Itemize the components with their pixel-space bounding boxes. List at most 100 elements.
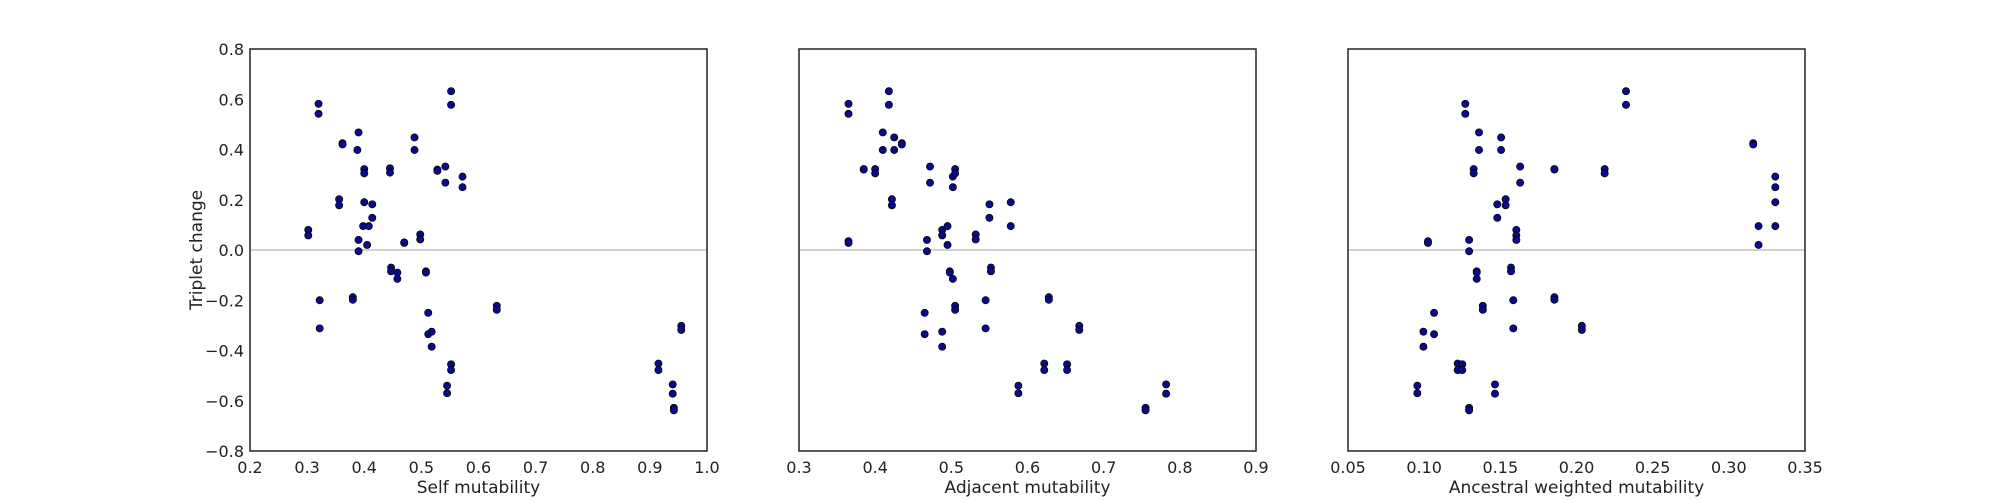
data-point <box>443 381 452 390</box>
data-point <box>1577 325 1586 334</box>
data-point <box>1430 330 1439 339</box>
data-point <box>951 305 960 314</box>
x-tick-label: 0.5 <box>409 458 434 477</box>
x-tick-label: 0.6 <box>466 458 491 477</box>
data-point <box>1469 169 1478 178</box>
data-point <box>363 241 372 249</box>
data-point <box>1771 172 1780 181</box>
data-point <box>386 168 394 177</box>
data-point <box>878 128 887 137</box>
plot-frame <box>798 48 1257 452</box>
data-point <box>368 200 377 209</box>
data-point <box>353 146 362 154</box>
data-point <box>1550 295 1559 304</box>
y-tick-label: −0.6 <box>205 392 244 411</box>
plot-frame <box>249 48 708 452</box>
data-point <box>1014 389 1023 398</box>
x-tick-label: 0.9 <box>637 458 662 477</box>
data-point <box>410 146 419 154</box>
data-point <box>447 87 456 96</box>
scatter-panel-1: 0.2 0.3 0.4 0.5 0.6 0.7 0.8 0.9 1.0 −0.8 −0.6 −0.4 −… <box>187 40 720 498</box>
data-point <box>986 267 995 276</box>
y-axis-label: Triplet change <box>187 190 207 311</box>
data-point <box>400 239 409 247</box>
data-point <box>1006 198 1015 207</box>
data-point <box>360 198 369 207</box>
data-point <box>668 389 677 398</box>
x-tick-label: 0.7 <box>1091 458 1116 477</box>
y-tick-label: 0.0 <box>219 241 244 260</box>
data-point <box>938 342 947 351</box>
x-tick-label: 0.5 <box>939 458 964 477</box>
data-point <box>387 267 396 276</box>
data-point <box>1509 296 1518 305</box>
x-tick-label: 0.10 <box>1406 458 1442 477</box>
data-point <box>492 305 501 314</box>
data-point <box>677 325 686 334</box>
data-point <box>654 366 663 375</box>
data-point <box>985 200 994 209</box>
data-point <box>1419 342 1428 351</box>
data-point <box>844 109 853 118</box>
data-point <box>878 146 887 154</box>
data-point <box>1493 213 1502 222</box>
data-point <box>1044 295 1053 304</box>
data-point <box>314 99 323 108</box>
data-point <box>981 296 990 305</box>
data-point <box>1475 128 1483 137</box>
data-point <box>943 241 952 249</box>
y-tick-label: −0.4 <box>205 342 244 361</box>
data-point <box>859 165 868 174</box>
x-tick-label: 0.20 <box>1559 458 1595 477</box>
data-point <box>441 162 450 171</box>
x-axis-label: Self mutability <box>417 478 540 498</box>
x-tick-label: 0.05 <box>1330 458 1366 477</box>
data-point <box>338 140 347 149</box>
data-point <box>433 166 442 175</box>
data-point <box>669 406 678 415</box>
plot-frame <box>1347 48 1806 452</box>
data-point <box>1465 247 1474 256</box>
data-point <box>654 359 663 368</box>
data-point <box>416 235 425 244</box>
data-point <box>368 213 377 222</box>
data-point <box>887 201 896 210</box>
data-point <box>926 178 934 187</box>
data-point <box>923 247 931 256</box>
data-point <box>1413 389 1422 398</box>
x-tick-label: 0.7 <box>523 458 548 477</box>
data-point <box>1458 366 1467 375</box>
y-tick-label: −0.2 <box>205 291 244 310</box>
data-point <box>1622 87 1630 96</box>
data-point <box>1754 222 1763 231</box>
data-point <box>871 169 880 178</box>
x-tick-label: 0.8 <box>1167 458 1192 477</box>
x-tick-label: 1.0 <box>694 458 719 477</box>
x-tick-label: 0.2 <box>237 458 262 477</box>
data-point <box>945 268 954 277</box>
data-point <box>1497 133 1506 142</box>
data-point <box>844 99 853 108</box>
data-point <box>884 100 893 109</box>
data-point <box>1491 380 1499 389</box>
data-point <box>938 327 947 336</box>
y-tick-label: 0.8 <box>219 40 244 59</box>
data-point <box>668 380 677 389</box>
data-point <box>315 296 324 305</box>
x-tick-label: 0.4 <box>352 458 377 477</box>
data-point <box>410 133 419 142</box>
data-point <box>948 183 957 192</box>
data-point <box>1075 325 1084 334</box>
x-tick-label: 0.8 <box>580 458 605 477</box>
data-point <box>304 231 313 240</box>
data-point <box>1014 381 1023 390</box>
data-point <box>1040 366 1049 375</box>
data-point <box>1461 99 1470 108</box>
data-point <box>920 308 929 317</box>
data-point <box>427 342 436 351</box>
data-point <box>923 235 931 244</box>
data-point <box>1141 406 1150 415</box>
data-point <box>890 133 899 142</box>
data-point <box>1516 162 1525 171</box>
x-tick-label: 0.3 <box>786 458 811 477</box>
